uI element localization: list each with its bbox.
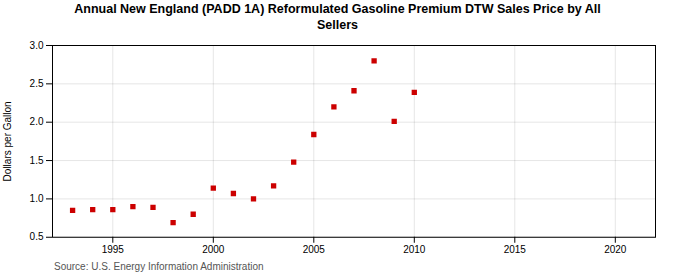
svg-text:2.5: 2.5 [30,78,44,89]
svg-text:1.5: 1.5 [30,155,44,166]
svg-text:2020: 2020 [604,245,627,256]
svg-text:1995: 1995 [102,245,125,256]
svg-text:2005: 2005 [303,245,326,256]
svg-text:0.5: 0.5 [30,232,44,243]
svg-text:2000: 2000 [202,245,225,256]
svg-text:2.0: 2.0 [30,117,44,128]
svg-text:Dollars per Gallon: Dollars per Gallon [2,102,13,182]
svg-text:2015: 2015 [504,245,527,256]
html-text:Annual New England (PADD 1A) R: Annual New England (PADD 1A) Reformulate… [74,2,601,32]
html-text:Source: U.S. Energy Informatio: Source: U.S. Energy Information Administ… [54,261,264,272]
svg-text:3.0: 3.0 [30,40,44,51]
svg-text:2010: 2010 [403,245,426,256]
svg-text:1.0: 1.0 [30,193,44,204]
